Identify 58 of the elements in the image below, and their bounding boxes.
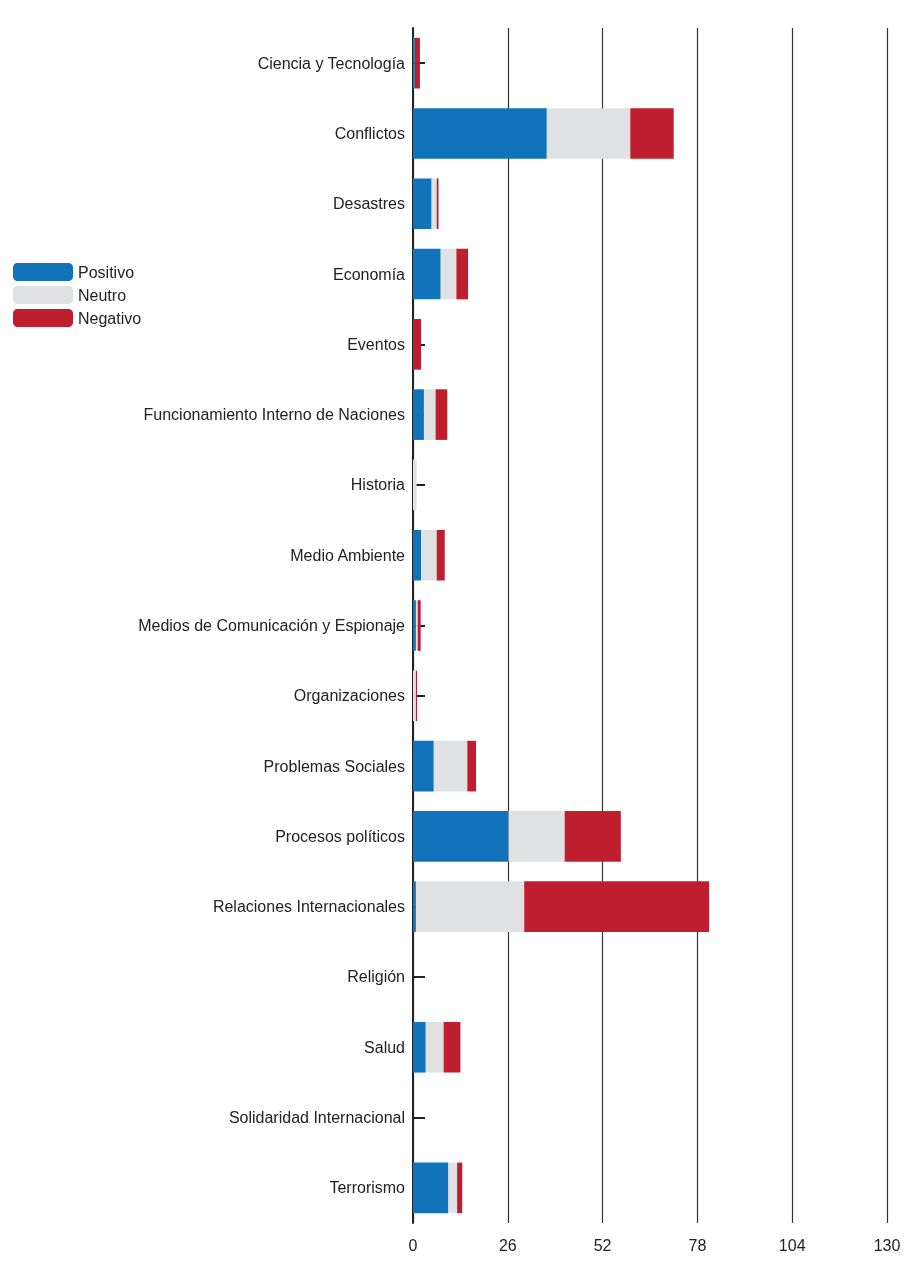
bar: [413, 1162, 449, 1214]
x-tick-label: 0: [408, 1236, 418, 1254]
x-tick-label: 78: [688, 1236, 707, 1254]
y-tick-label: Procesos políticos: [275, 827, 405, 845]
y-tick-label: Religión: [347, 968, 405, 986]
y-tick-label: Relaciones Internacionales: [212, 898, 405, 916]
x-tick-label: 130: [873, 1236, 901, 1254]
legend-label: Negativo: [78, 309, 142, 327]
legend-label: Positivo: [78, 263, 135, 281]
bar: [448, 1162, 458, 1214]
y-tick-label: Historia: [350, 476, 406, 494]
bar: [457, 1162, 463, 1214]
bar: [413, 459, 417, 511]
bar: [443, 1021, 461, 1073]
bar: [456, 248, 469, 300]
bar: [413, 881, 416, 932]
y-tick-label: Conflictos: [334, 124, 405, 142]
x-tick-label: 26: [498, 1236, 517, 1254]
y-tick-label: Terrorismo: [329, 1179, 406, 1197]
bar: [431, 178, 437, 230]
bar: [436, 529, 445, 581]
bar: [413, 529, 422, 581]
y-tick-label: Solidaridad Internacional: [228, 1109, 405, 1127]
bar: [421, 529, 437, 581]
bar: [413, 178, 432, 230]
y-tick-label: Funcionamiento Interno de Naciones: [143, 406, 405, 424]
bar: [413, 1021, 426, 1073]
bar: [425, 1021, 444, 1073]
legend-label: Neutro: [78, 286, 127, 304]
x-tick-label: 52: [593, 1236, 612, 1254]
bar: [413, 108, 547, 159]
y-tick-label: Eventos: [347, 335, 405, 353]
bar: [564, 811, 621, 862]
bar: [413, 811, 509, 862]
y-tick-label: Medios de Comunicación y Espionaje: [138, 617, 406, 634]
y-tick-label: Desastres: [332, 195, 405, 213]
y-tick-label: Ciencia y Tecnología: [257, 54, 406, 72]
y-tick-label: Problemas Sociales: [263, 757, 405, 775]
bar: [435, 389, 448, 440]
y-tick-label: Organizaciones: [293, 687, 405, 705]
bar: [467, 740, 477, 792]
bar: [414, 37, 420, 89]
bar: [433, 740, 468, 792]
bar: [413, 740, 434, 792]
bar: [440, 248, 457, 300]
bar: [524, 881, 710, 932]
y-tick-label: Salud: [364, 1038, 405, 1056]
y-tick-label: Economía: [332, 265, 406, 283]
bar: [413, 248, 441, 300]
x-tick-label: 104: [778, 1236, 806, 1254]
y-tick-label: Medio Ambiente: [290, 546, 406, 564]
bar: [413, 389, 424, 440]
bar: [423, 389, 436, 440]
bar: [415, 881, 525, 932]
bar: [630, 108, 674, 159]
bar: [546, 108, 631, 159]
bar: [508, 811, 565, 862]
bar: [413, 319, 422, 370]
